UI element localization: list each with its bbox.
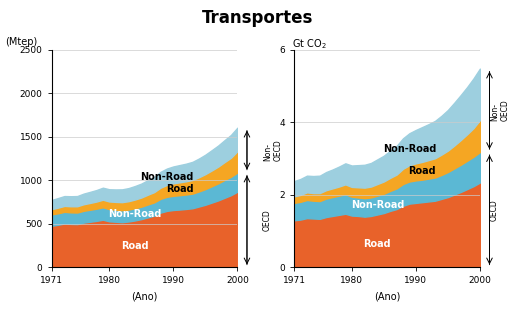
Text: Non-
OECD: Non- OECD [490, 100, 509, 121]
Text: Non-
OECD: Non- OECD [263, 139, 282, 161]
Text: Non-Road: Non-Road [351, 200, 404, 210]
X-axis label: (Ano): (Ano) [374, 291, 400, 301]
Text: Road: Road [364, 239, 391, 248]
Text: Road: Road [121, 241, 149, 251]
Text: Road: Road [409, 166, 436, 176]
Text: OECD: OECD [490, 199, 499, 220]
Text: Gt CO$_2$: Gt CO$_2$ [292, 37, 326, 51]
Text: Road: Road [166, 184, 194, 194]
Text: Non-Road: Non-Road [140, 172, 194, 182]
Text: Non-Road: Non-Road [108, 209, 162, 219]
Text: OECD: OECD [263, 209, 272, 231]
Text: Non-Road: Non-Road [383, 144, 436, 154]
Text: (Mtep): (Mtep) [5, 37, 37, 47]
X-axis label: (Ano): (Ano) [131, 291, 158, 301]
Text: Transportes: Transportes [202, 9, 314, 27]
